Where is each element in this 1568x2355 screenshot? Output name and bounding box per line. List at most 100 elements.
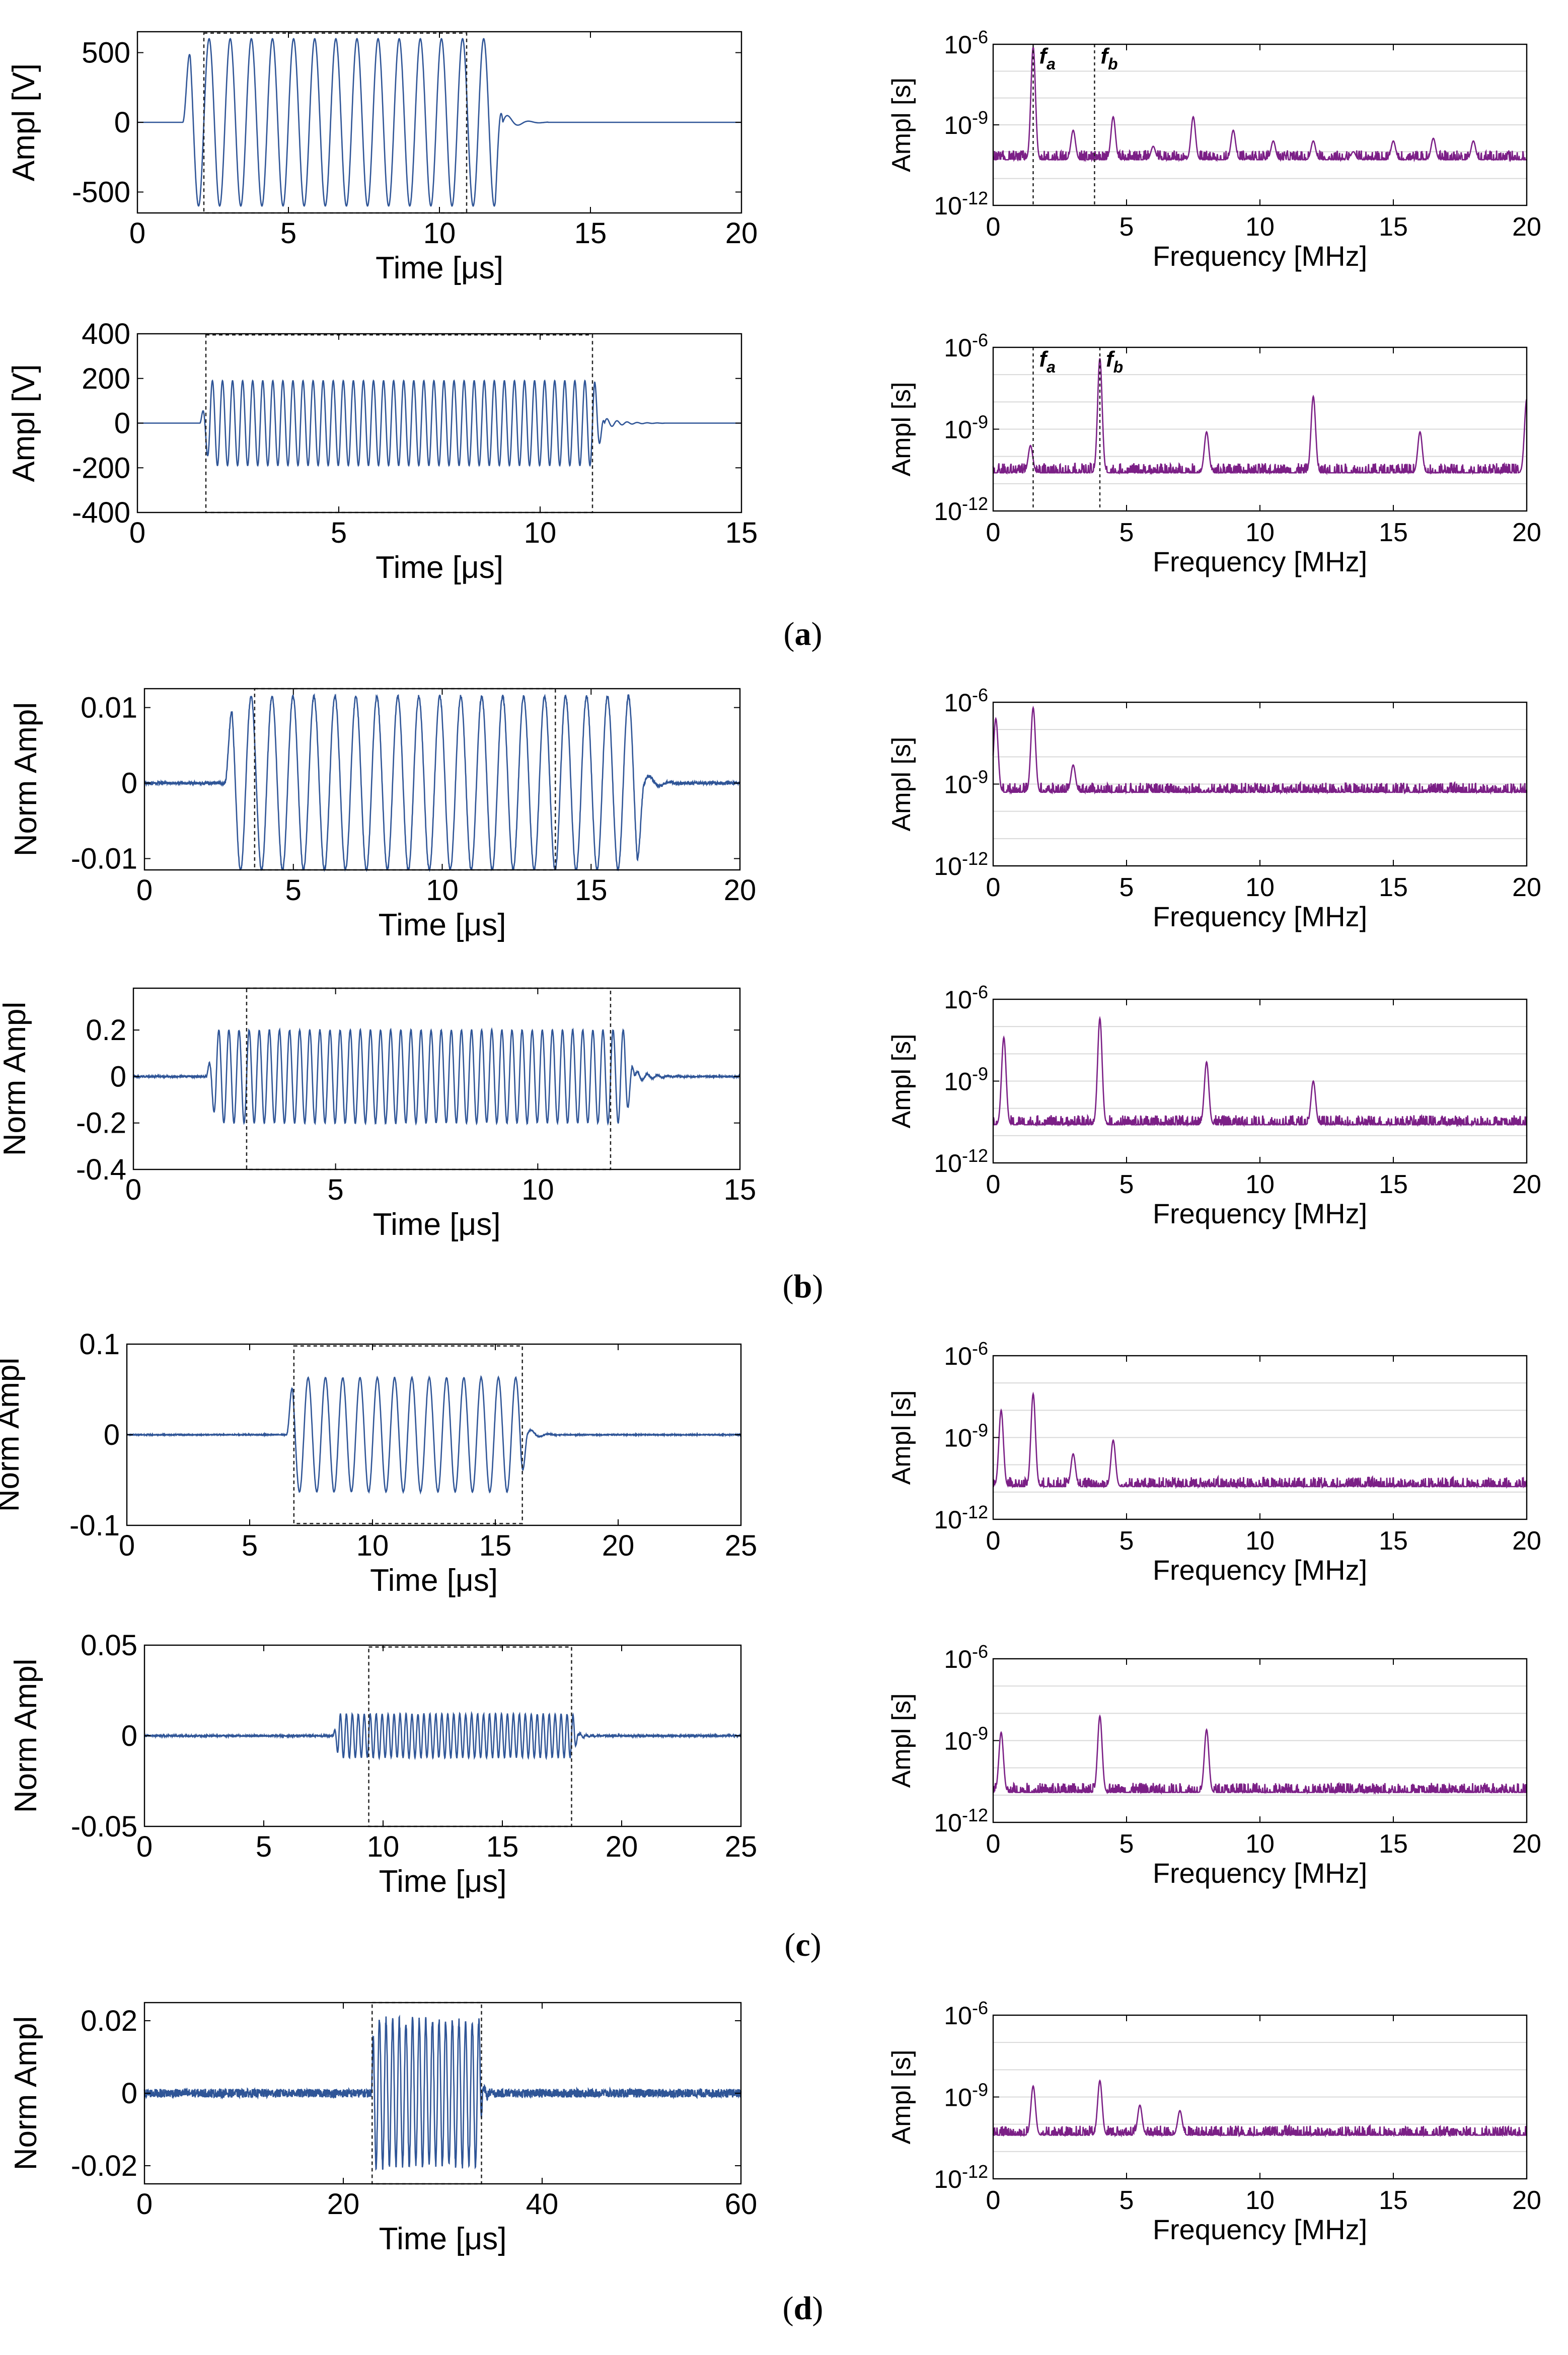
y-tick-label: 0.01: [81, 692, 137, 724]
x-tick-label: 0: [136, 874, 153, 907]
tick-base: 10: [944, 771, 972, 799]
y-tick-label: -0.1: [69, 1509, 120, 1542]
tick-base: 10: [944, 1068, 972, 1096]
x-tick-label: 0: [986, 873, 1001, 902]
y-axis-label: Ampl [s]: [887, 1390, 916, 1485]
y-axis-label: Ampl [V]: [7, 63, 41, 181]
x-tick-label: 15: [725, 517, 758, 549]
tick-base: 10: [934, 1149, 962, 1178]
tick-base: 10: [934, 497, 962, 526]
tick-base: 10: [944, 1727, 972, 1755]
x-tick-label: 40: [526, 2188, 559, 2221]
y-axis-label: Norm Ampl: [0, 1002, 32, 1156]
tick-base: 10: [944, 2084, 972, 2112]
x-axis-label: Frequency [MHz]: [1153, 1857, 1367, 1889]
x-tick-label: 10: [521, 1173, 554, 1206]
tick-base: 10: [944, 334, 972, 362]
y-tick-label: 10-12: [934, 1145, 988, 1178]
x-tick-label: 5: [285, 874, 302, 907]
x-tick-label: 5: [1119, 518, 1134, 547]
x-tick-label: 5: [256, 1830, 272, 1863]
y-tick-label: 10-9: [944, 1420, 988, 1452]
x-tick-label: 0: [986, 212, 1001, 242]
y-axis-label: Ampl [s]: [887, 382, 916, 477]
tick-base: 10: [944, 1424, 972, 1452]
y-tick-label: 0: [114, 106, 130, 139]
x-tick-label: 15: [724, 1173, 757, 1206]
x-tick-label: 20: [725, 217, 758, 250]
tick-exponent: -9: [972, 107, 988, 128]
x-axis-label: Frequency [MHz]: [1153, 1554, 1367, 1586]
tick-exponent: -12: [962, 1145, 988, 1166]
y-tick-label: 10-9: [944, 767, 988, 799]
marker-symbol: f: [1100, 44, 1110, 68]
tick-exponent: -12: [962, 848, 988, 869]
x-tick-label: 15: [575, 874, 608, 907]
y-axis-label: Norm Ampl: [0, 1358, 26, 1512]
x-tick-label: 0: [136, 2188, 153, 2221]
y-tick-label: 10-12: [934, 848, 988, 880]
y-tick-label: 10-6: [944, 685, 988, 717]
time-signal-line: [137, 379, 741, 467]
x-axis-label: Time [μs]: [379, 2222, 507, 2256]
x-tick-label: 10: [1245, 1829, 1275, 1859]
x-tick-label: 20: [327, 2188, 360, 2221]
y-tick-label: 10-6: [944, 1998, 988, 2030]
y-tick-label: 10-12: [934, 493, 988, 526]
tick-base: 10: [944, 986, 972, 1014]
y-tick-label: -0.4: [76, 1153, 126, 1186]
y-tick-label: 0: [121, 767, 137, 800]
x-axis-label: Time [μs]: [376, 550, 503, 585]
x-tick-label: 20: [1512, 1170, 1541, 1199]
frequency-marker-label: fb: [1106, 347, 1123, 376]
marker-symbol: f: [1039, 347, 1049, 372]
time-signal-line: [132, 1027, 741, 1126]
tick-exponent: -6: [972, 1998, 988, 2018]
x-tick-label: 0: [125, 1173, 141, 1206]
spectrum-line: [993, 1714, 1527, 1795]
y-tick-label: -0.2: [76, 1107, 126, 1140]
y-tick-label: 0.2: [86, 1014, 126, 1047]
tick-base: 10: [934, 1506, 962, 1534]
spectrum-line: [993, 46, 1527, 163]
x-tick-label: 5: [1119, 1829, 1134, 1859]
x-tick-label: 10: [356, 1529, 389, 1562]
y-axis-label: Norm Ampl: [9, 2016, 43, 2171]
marker-symbol: f: [1106, 347, 1115, 372]
tick-exponent: -6: [972, 330, 988, 350]
x-tick-label: 10: [1245, 1526, 1275, 1556]
tick-base: 10: [944, 2002, 972, 2030]
tick-base: 10: [944, 111, 972, 139]
x-tick-label: 15: [1379, 2186, 1408, 2215]
analysis-window-box: [203, 32, 468, 214]
tick-base: 10: [934, 1809, 962, 1837]
y-tick-label: -0.05: [71, 1810, 137, 1843]
tick-base: 10: [944, 416, 972, 444]
tick-exponent: -12: [962, 1502, 988, 1522]
y-axis-label: Ampl [s]: [887, 2050, 916, 2145]
x-tick-label: 20: [1512, 1526, 1541, 1556]
plot-frame: [132, 987, 741, 1170]
tick-exponent: -9: [972, 1064, 988, 1084]
x-tick-label: 5: [1119, 212, 1134, 242]
x-axis-label: Time [μs]: [379, 908, 506, 942]
time-signal-line: [143, 693, 741, 872]
x-tick-label: 10: [1245, 1170, 1275, 1199]
x-tick-label: 15: [1379, 518, 1408, 547]
marker-symbol: f: [1039, 44, 1049, 68]
x-tick-label: 15: [1379, 1526, 1408, 1556]
x-tick-label: 5: [1119, 1526, 1134, 1556]
frequency-marker-label: fa: [1039, 44, 1056, 73]
x-tick-label: 15: [1379, 212, 1408, 242]
x-axis-label: Frequency [MHz]: [1153, 1198, 1367, 1229]
y-tick-label: 10-9: [944, 1723, 988, 1755]
x-tick-label: 20: [1512, 518, 1541, 547]
y-tick-label: -200: [72, 452, 130, 484]
x-tick-label: 20: [1512, 1829, 1541, 1859]
y-tick-label: 0: [121, 2077, 137, 2110]
